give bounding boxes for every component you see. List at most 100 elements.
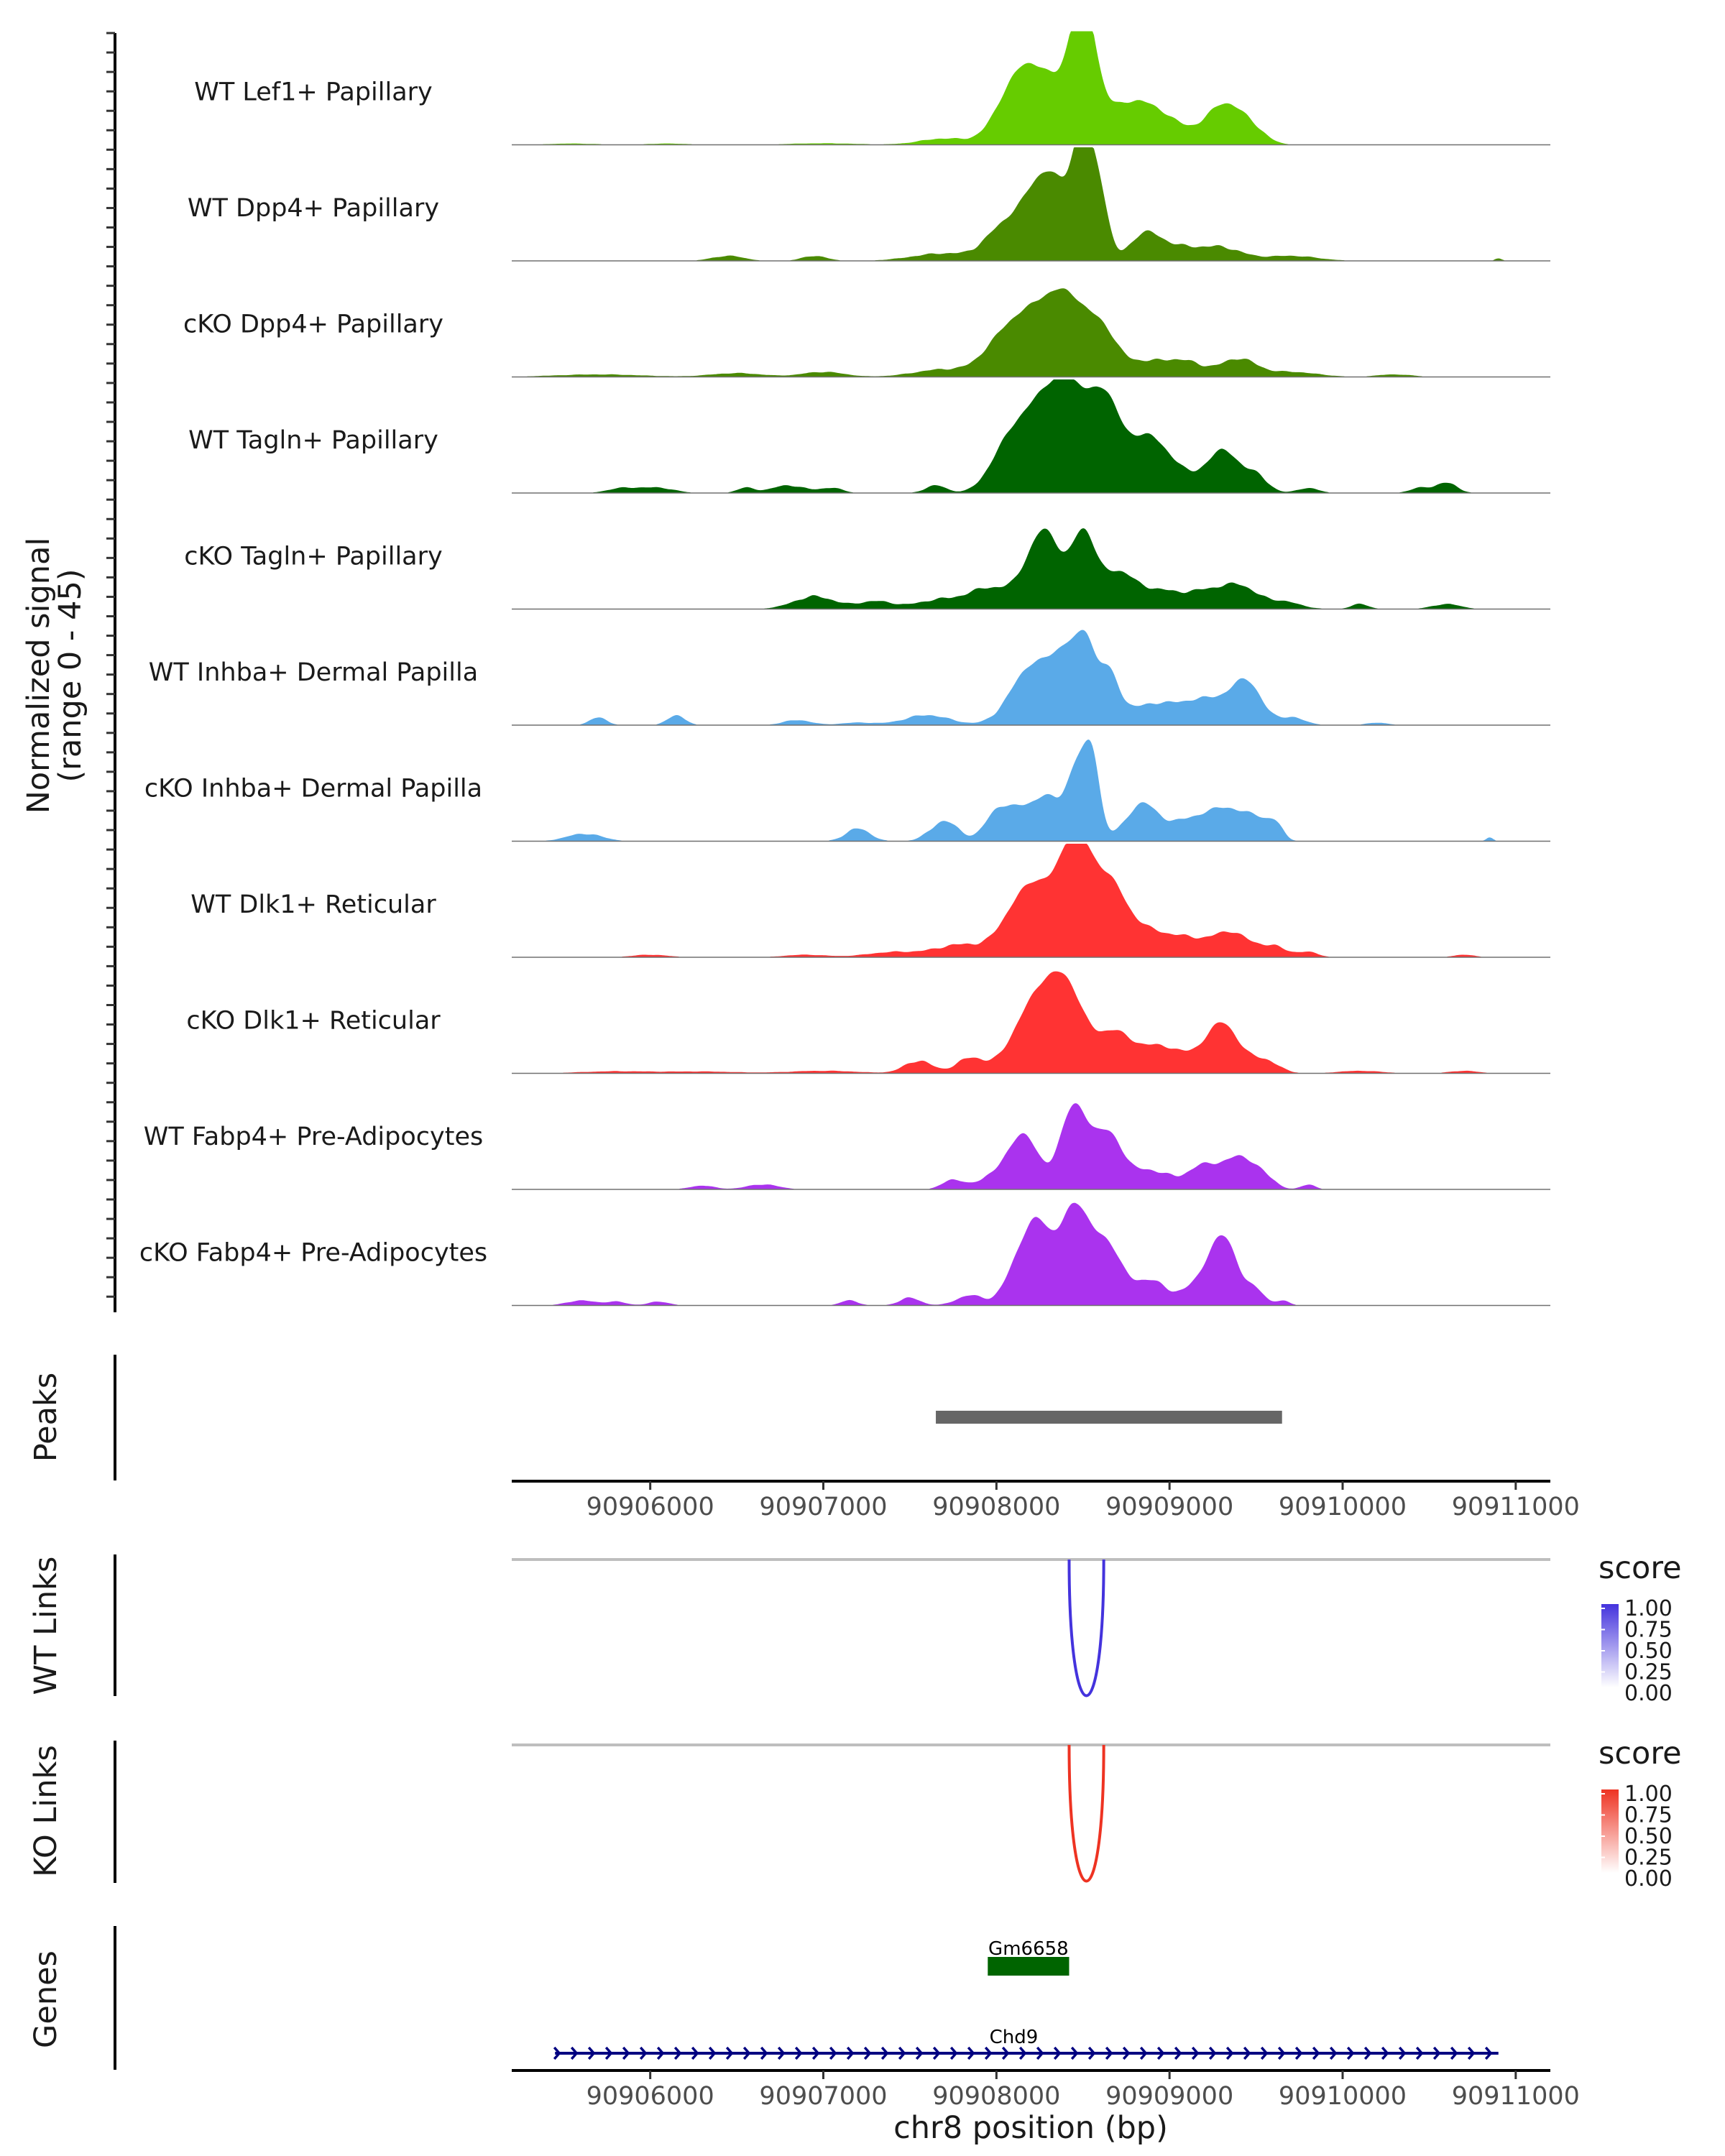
coverage-area xyxy=(512,528,1550,609)
coverage-tracks: WT Lef1+ Papillary WT Dpp4+ Papillary cKO … xyxy=(139,31,1550,1307)
strand-arrow xyxy=(742,2046,751,2060)
strand-arrow xyxy=(863,2046,872,2060)
strand-arrow xyxy=(1260,2046,1269,2060)
coverage-area xyxy=(512,740,1550,842)
coverage-area xyxy=(512,1103,1550,1189)
gene-label: Chd9 xyxy=(990,2027,1039,2048)
strand-arrow xyxy=(794,2046,803,2060)
wt-links-label: WT Links xyxy=(28,1557,64,1695)
track-label: cKO Dlk1+ Reticular xyxy=(186,1007,441,1036)
x-tick-label: 90907000 xyxy=(759,1493,887,1521)
strand-arrow xyxy=(949,2046,958,2060)
legend-colorbar xyxy=(1601,1604,1619,1687)
gene-gm6658: Gm6658 xyxy=(988,1938,1070,1976)
coverage-area xyxy=(512,844,1550,957)
strand-arrow xyxy=(811,2046,820,2060)
strand-arrow xyxy=(898,2046,906,2060)
track-cko-tagln-papillary: cKO Tagln+ Papillary xyxy=(184,528,1550,610)
genes-track: Gm6658 Chd9 xyxy=(553,1938,1499,2060)
strand-arrow xyxy=(1139,2046,1148,2060)
strand-arrow xyxy=(1294,2046,1303,2060)
track-cko-dlk1-reticular: cKO Dlk1+ Reticular xyxy=(186,971,1550,1074)
coverage-area xyxy=(512,630,1550,725)
x-tick-label: 90910000 xyxy=(1279,1493,1407,1521)
track-cko-inhba-dermal-papilla: cKO Inhba+ Dermal Papilla xyxy=(144,740,1550,842)
coverage-area xyxy=(512,1202,1550,1306)
legend-tick-label: 0.25 xyxy=(1624,1660,1673,1685)
strand-arrow xyxy=(1415,2046,1424,2060)
ko-links-arcs xyxy=(1067,1744,1105,1883)
strand-arrow xyxy=(1398,2046,1407,2060)
strand-arrow xyxy=(915,2046,924,2060)
legend-tick-label: 0.50 xyxy=(1624,1639,1673,1664)
strand-arrow xyxy=(984,2046,993,2060)
x-tick-label: 90908000 xyxy=(932,1493,1060,1521)
strand-arrow xyxy=(725,2046,734,2060)
strand-arrow xyxy=(1001,2046,1010,2060)
link-arc xyxy=(1067,1559,1105,1697)
legend-tick-label: 0.00 xyxy=(1624,1681,1673,1706)
strand-arrow xyxy=(1312,2046,1320,2060)
x-tick-label: 90909000 xyxy=(1105,1493,1233,1521)
ko-links-legend: score 1.000.750.500.250.00 xyxy=(1598,1736,1682,1892)
strand-arrow xyxy=(673,2046,682,2060)
strand-arrow xyxy=(1070,2046,1079,2060)
link-arc xyxy=(1067,1744,1105,1883)
strand-arrow xyxy=(1363,2046,1372,2060)
track-label: WT Fabp4+ Pre-Adipocytes xyxy=(144,1123,483,1151)
genes-label: Genes xyxy=(28,1950,64,2048)
coverage-area xyxy=(512,971,1550,1074)
x-tick-label: 90911000 xyxy=(1452,2082,1580,2111)
strand-arrow xyxy=(846,2046,855,2060)
coverage-y-title-line1: Normalized signal xyxy=(21,538,57,814)
legend-tick-label: 0.75 xyxy=(1624,1803,1673,1828)
legend-tick-label: 1.00 xyxy=(1624,1782,1673,1807)
strand-arrow xyxy=(1450,2046,1458,2060)
strand-arrow xyxy=(1105,2046,1113,2060)
gene-chd9: Chd9 xyxy=(553,2027,1499,2060)
strand-arrow xyxy=(1208,2046,1217,2060)
peaks-label: Peaks xyxy=(28,1373,64,1462)
legend-tick-label: 0.50 xyxy=(1624,1824,1673,1849)
strand-arrow xyxy=(1174,2046,1182,2060)
strand-arrow xyxy=(587,2046,596,2060)
track-label: WT Lef1+ Papillary xyxy=(194,78,433,107)
coverage-area xyxy=(512,147,1550,261)
track-cko-fabp4-pre-adipocytes: cKO Fabp4+ Pre-Adipocytes xyxy=(139,1202,1550,1307)
strand-arrow xyxy=(1087,2046,1096,2060)
track-label: cKO Dpp4+ Papillary xyxy=(183,310,443,339)
coverage-y-title-line2: (range 0 - 45) xyxy=(52,568,88,782)
x-tick-label: 90909000 xyxy=(1105,2082,1233,2111)
x-tick-label: 90908000 xyxy=(932,2082,1060,2111)
strand-arrow xyxy=(639,2046,648,2060)
track-label: WT Dlk1+ Reticular xyxy=(190,890,436,919)
strand-arrow xyxy=(1122,2046,1131,2060)
strand-arrow xyxy=(967,2046,975,2060)
strand-arrow xyxy=(708,2046,717,2060)
x-tick-label: 90907000 xyxy=(759,2082,887,2111)
track-label: WT Inhba+ Dermal Papilla xyxy=(149,658,478,687)
x-tick-label: 90911000 xyxy=(1452,1493,1580,1521)
wt-links-arcs xyxy=(1067,1559,1105,1697)
strand-arrow xyxy=(1036,2046,1044,2060)
wt-links-legend: score 1.000.750.500.250.00 xyxy=(1598,1550,1682,1706)
peaks-track xyxy=(936,1411,1282,1424)
strand-arrow xyxy=(1484,2046,1493,2060)
legend-tick-label: 0.25 xyxy=(1624,1846,1673,1871)
track-cko-dpp4-papillary: cKO Dpp4+ Papillary xyxy=(183,288,1550,378)
strand-arrow xyxy=(1053,2046,1062,2060)
track-wt-fabp4-pre-adipocytes: WT Fabp4+ Pre-Adipocytes xyxy=(144,1103,1550,1190)
coverage-y-title: Normalized signal (range 0 - 45) xyxy=(21,538,88,814)
strand-arrow xyxy=(691,2046,699,2060)
track-label: cKO Inhba+ Dermal Papilla xyxy=(144,775,482,803)
track-label: WT Tagln+ Papillary xyxy=(188,426,438,455)
legend-colorbar xyxy=(1601,1789,1619,1873)
track-wt-dpp4-papillary: WT Dpp4+ Papillary xyxy=(188,147,1550,262)
x-tick-label: 90906000 xyxy=(586,2082,714,2111)
legend-title: score xyxy=(1598,1736,1682,1772)
strand-arrow xyxy=(1277,2046,1286,2060)
strand-arrow xyxy=(1243,2046,1251,2060)
strand-arrow xyxy=(1329,2046,1338,2060)
legend-title: score xyxy=(1598,1550,1682,1586)
